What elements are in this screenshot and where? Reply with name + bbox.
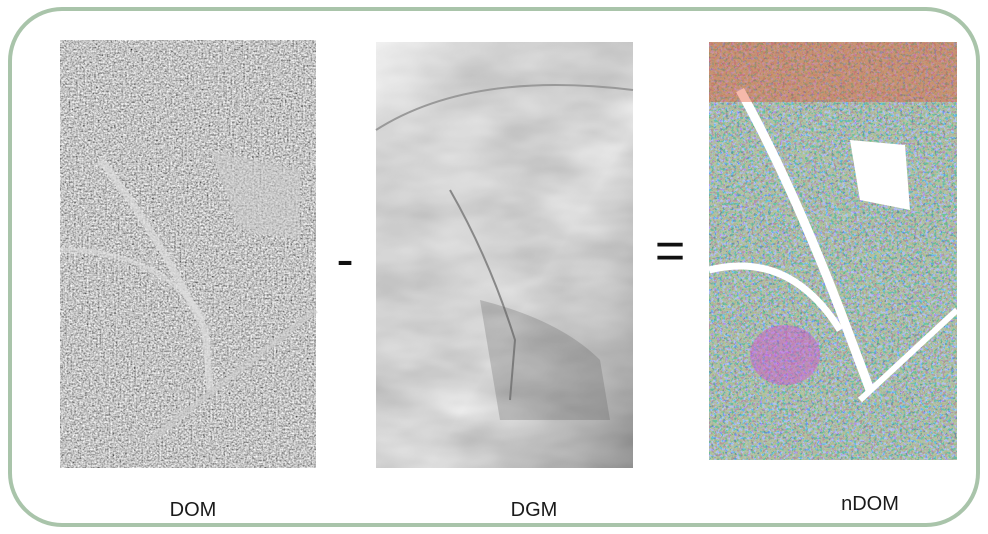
operator: - bbox=[336, 231, 353, 289]
page: - = DOM DGM nDOM (() => { const data = J… bbox=[0, 0, 988, 534]
dgm-image bbox=[376, 42, 633, 468]
panel-label: nDOM bbox=[841, 493, 899, 515]
diagram: - = DOM DGM nDOM bbox=[0, 0, 988, 534]
operator: = bbox=[655, 222, 685, 280]
ndom-image bbox=[709, 42, 957, 460]
panel-label: DGM bbox=[511, 499, 558, 521]
dom-image bbox=[60, 40, 316, 468]
panel-label: DOM bbox=[170, 499, 217, 521]
